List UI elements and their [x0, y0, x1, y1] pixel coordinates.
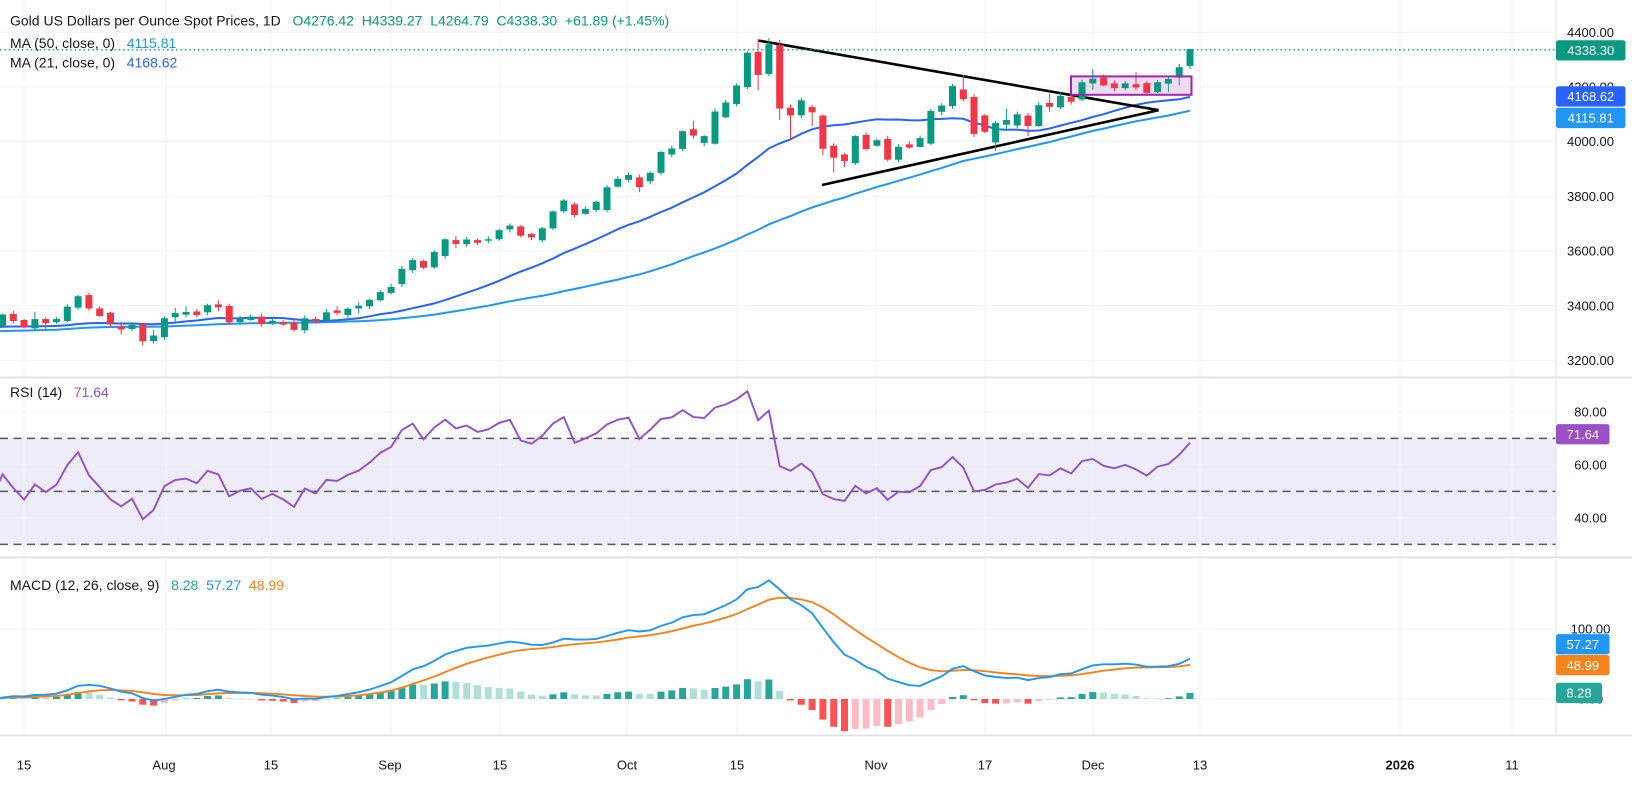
svg-text:MACD (12, 26, close, 9) 8.28: MACD (12, 26, close, 9) 8.28 57.27 48.99 — [10, 577, 284, 593]
svg-text:MA (21, close, 0) 4168.62: MA (21, close, 0) 4168.62 — [10, 55, 178, 71]
svg-text:4000.00: 4000.00 — [1567, 134, 1614, 149]
svg-text:Oct: Oct — [617, 758, 638, 773]
svg-text:4400.00: 4400.00 — [1567, 25, 1614, 40]
svg-text:60.00: 60.00 — [1574, 458, 1607, 473]
svg-text:71.64: 71.64 — [1567, 427, 1600, 442]
svg-text:4115.81: 4115.81 — [1568, 111, 1614, 126]
svg-text:100.00: 100.00 — [1571, 622, 1611, 637]
svg-text:3200.00: 3200.00 — [1567, 353, 1614, 368]
svg-text:4338.30: 4338.30 — [1567, 43, 1614, 58]
svg-text:MA (50, close, 0) 4115.81: MA (50, close, 0) 4115.81 — [10, 35, 177, 51]
svg-text:3800.00: 3800.00 — [1567, 189, 1614, 204]
svg-text:15: 15 — [730, 758, 744, 773]
svg-text:80.00: 80.00 — [1574, 405, 1607, 420]
svg-text:Nov: Nov — [864, 758, 888, 773]
svg-text:Aug: Aug — [152, 758, 175, 773]
svg-text:40.00: 40.00 — [1574, 511, 1607, 526]
svg-text:11: 11 — [1505, 758, 1519, 773]
svg-text:13: 13 — [1193, 758, 1207, 773]
svg-text:15: 15 — [493, 758, 507, 773]
svg-text:17: 17 — [978, 758, 992, 773]
svg-text:8.28: 8.28 — [1566, 686, 1591, 701]
svg-text:Dec: Dec — [1081, 758, 1105, 773]
svg-text:3400.00: 3400.00 — [1567, 298, 1614, 313]
svg-text:15: 15 — [264, 758, 278, 773]
svg-text:RSI (14) 71.64: RSI (14) 71.64 — [10, 384, 109, 400]
svg-text:4168.62: 4168.62 — [1567, 89, 1614, 104]
svg-text:3600.00: 3600.00 — [1567, 244, 1614, 259]
svg-text:15: 15 — [17, 758, 31, 773]
svg-text:Sep: Sep — [378, 758, 401, 773]
svg-text:Gold US Dollars per Ounce Spot: Gold US Dollars per Ounce Spot Prices, 1… — [10, 13, 669, 29]
svg-text:2026: 2026 — [1386, 758, 1415, 773]
svg-text:57.27: 57.27 — [1567, 637, 1600, 652]
svg-text:48.99: 48.99 — [1567, 658, 1600, 673]
